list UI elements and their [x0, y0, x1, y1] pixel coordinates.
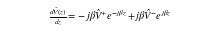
Text: $\frac{d\hat{V}(z)}{dz} = -j\beta\hat{V}^{+}e^{-j\beta z} + j\beta\hat{V}^{-}e^{: $\frac{d\hat{V}(z)}{dz} = -j\beta\hat{V}…	[49, 5, 172, 27]
